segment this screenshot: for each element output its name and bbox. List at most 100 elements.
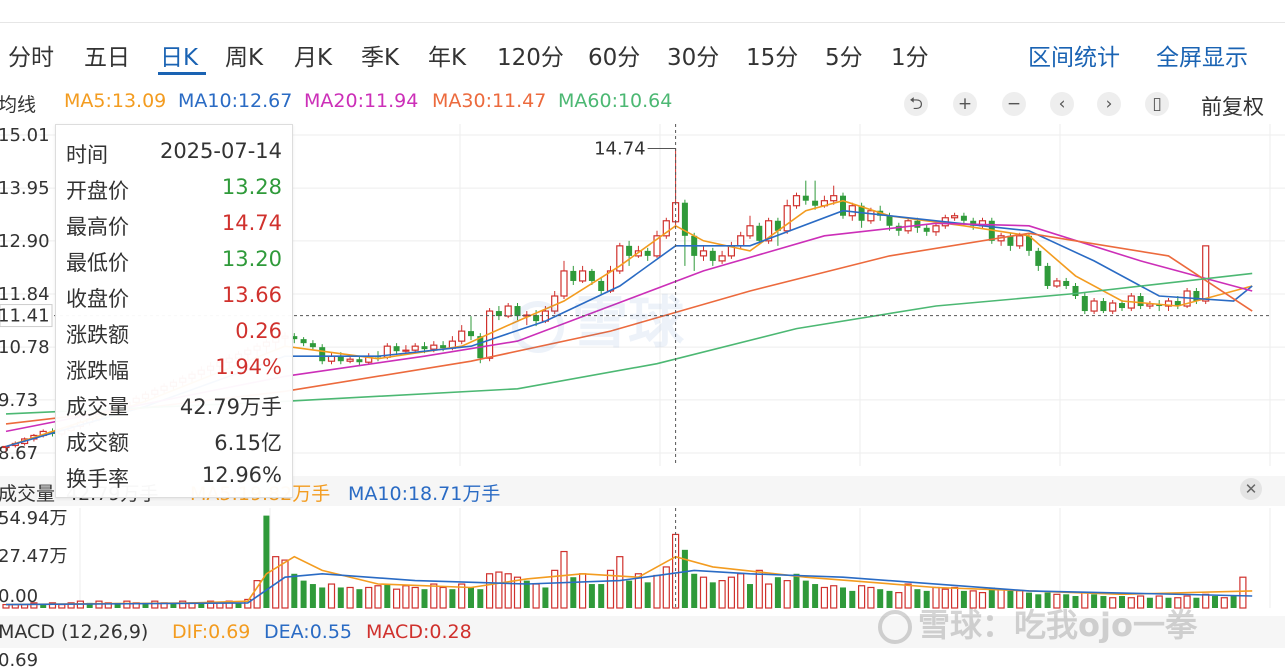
volume-bar <box>1119 596 1125 608</box>
candle-body <box>1100 301 1107 312</box>
fullscreen-link[interactable]: 全屏显示 <box>1156 45 1248 71</box>
volume-bar <box>1026 592 1032 608</box>
candle-body <box>346 358 354 362</box>
candle-body <box>1016 235 1024 247</box>
volume-bar <box>662 566 670 609</box>
volume-bar <box>598 584 605 608</box>
volume-bar <box>1193 597 1200 608</box>
candle-body <box>1090 300 1098 312</box>
candle-style-icon[interactable]: ▯ <box>1145 92 1169 116</box>
volume-bar <box>1063 594 1070 608</box>
volume-bar <box>1212 596 1218 608</box>
candle-body <box>774 220 781 231</box>
volume-bar <box>458 583 466 609</box>
volume-bar <box>263 515 270 608</box>
candle-body <box>756 225 763 241</box>
candle-body <box>1193 290 1200 302</box>
tooltip-value: 13.28 <box>221 175 282 199</box>
candle-body <box>560 270 568 297</box>
close-icon[interactable]: ✕ <box>1240 478 1262 500</box>
candle-body <box>291 336 298 340</box>
volume-bar <box>578 573 587 609</box>
tab-quarterly-k[interactable]: 季K <box>361 45 400 71</box>
chevron-left-icon[interactable]: ‹ <box>1050 92 1074 116</box>
volume-bar <box>634 573 643 609</box>
volume-bar <box>1109 597 1117 609</box>
tab-5min[interactable]: 5分 <box>825 45 863 71</box>
volume-bar <box>1174 597 1182 609</box>
tooltip-row: 换手率 12.96% <box>66 457 282 493</box>
price-adjust-selector[interactable]: 前复权 <box>1201 95 1264 119</box>
volume-ma10: MA10:18.71万手 <box>348 483 501 505</box>
volume-bar <box>1155 595 1163 609</box>
candle-body <box>440 345 447 349</box>
volume-bar <box>691 573 698 608</box>
tooltip-row: 涨跌幅 1.94% <box>66 349 282 385</box>
candle-tooltip: 时间 2025-07-14 开盘价 13.28 最高价 14.74 最低价 13.20 … <box>55 124 293 498</box>
tab-120min[interactable]: 120分 <box>497 45 564 71</box>
volume-bar <box>337 587 344 608</box>
candle-body <box>421 346 428 350</box>
candle-body <box>578 270 587 282</box>
tab-daily-k[interactable]: 日K <box>160 45 199 71</box>
tab-yearly-k[interactable]: 年K <box>428 45 467 71</box>
volume-bar <box>207 600 215 609</box>
zoom-in-icon[interactable]: + <box>953 92 977 116</box>
tab-60min[interactable]: 60分 <box>588 45 641 71</box>
tooltip-value: 14.74 <box>221 211 282 235</box>
tab-weekly-k[interactable]: 周K <box>225 45 264 71</box>
volume-bar <box>291 573 298 608</box>
active-tab-underline <box>158 72 206 75</box>
volume-bar <box>718 580 726 609</box>
interval-stats-link[interactable]: 区间统计 <box>1028 45 1120 71</box>
tooltip-row: 开盘价 13.28 <box>66 169 282 205</box>
volume-bar <box>58 603 66 609</box>
crosshair-price-box <box>0 304 53 328</box>
volume-bar <box>1072 596 1079 608</box>
price-axis-label: 13.95 <box>0 178 50 199</box>
tooltip-key: 最低价 <box>66 251 129 275</box>
volume-bar <box>327 583 336 609</box>
volume-bar <box>523 580 530 608</box>
volume-bar <box>374 585 382 609</box>
candle-body <box>886 215 893 226</box>
tab-five-day[interactable]: 五日 <box>84 45 130 71</box>
tab-monthly-k[interactable]: 月K <box>294 45 333 71</box>
volume-bar <box>1136 595 1145 609</box>
tooltip-value: 0.26 <box>235 319 282 343</box>
tooltip-row: 最低价 13.20 <box>66 241 282 277</box>
high-marker-label: 14.74 <box>594 139 646 160</box>
volume-bar <box>699 576 708 609</box>
volume-bar <box>449 589 456 608</box>
tab-30min[interactable]: 30分 <box>667 45 720 71</box>
tooltip-key: 涨跌幅 <box>66 359 129 383</box>
undo-icon[interactable]: ⮌ <box>904 92 928 116</box>
volume-bar <box>774 577 781 608</box>
watermark-center: 雪球 <box>512 278 684 359</box>
price-axis-label: 11.84 <box>0 284 50 305</box>
candle-body <box>495 311 502 317</box>
ma20-value: MA20:11.94 <box>304 90 419 112</box>
volume-bar <box>653 574 661 609</box>
volume-bar <box>86 602 93 608</box>
candle-body <box>1026 235 1032 251</box>
volume-bar <box>764 583 773 609</box>
candle-body <box>671 202 680 223</box>
volume-bar <box>588 584 595 608</box>
zoom-out-icon[interactable]: − <box>1002 92 1026 116</box>
candle-body <box>914 220 921 228</box>
chevron-right-icon[interactable]: › <box>1097 92 1121 116</box>
candle-body <box>1119 303 1125 309</box>
tab-1min[interactable]: 1分 <box>891 45 929 71</box>
candle-body <box>1174 301 1181 307</box>
macd-legend: MACD (12,26,9) DIF:0.69 DEA:0.55 MACD:0.… <box>0 616 1285 648</box>
ma30-value: MA30:11.47 <box>432 90 547 112</box>
volume-bar <box>365 586 373 609</box>
candle-body <box>653 235 661 257</box>
candle-body <box>923 227 930 232</box>
tab-15min[interactable]: 15分 <box>746 45 799 71</box>
candle-body <box>783 205 791 232</box>
tab-minute[interactable]: 分时 <box>8 45 54 71</box>
macd-dif: DIF:0.69 <box>172 621 251 643</box>
price-axis-label: 10.78 <box>0 337 50 358</box>
